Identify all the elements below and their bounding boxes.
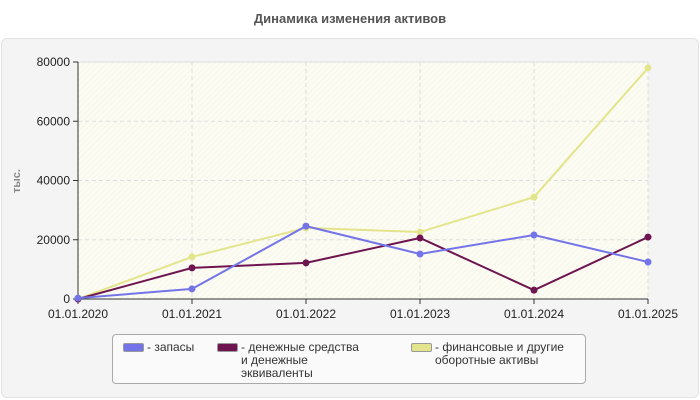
data-point [302,222,310,230]
data-point [302,259,310,267]
legend-swatch [217,343,238,352]
data-point [416,228,424,236]
x-tick-label: 01.01.2020 [48,307,108,321]
y-tick-label: 0 [63,292,70,306]
data-point [644,258,652,266]
y-tick-label: 60000 [37,114,71,128]
x-tick-label: 01.01.2022 [276,307,336,321]
x-tick-label: 01.01.2023 [390,307,450,321]
legend-item-financial: - финансовые и другие оборотные активы [411,341,576,367]
data-point [74,294,82,302]
data-point [188,285,196,293]
data-point [188,264,196,272]
legend-label: - запасы [147,340,195,354]
legend-swatch [411,343,432,352]
series-line [77,67,649,300]
y-tick-label: 40000 [37,174,71,188]
series-line [77,236,649,300]
chart-title: Динамика изменения активов [253,11,447,26]
data-point [530,286,538,294]
legend-label: - денежные средства и денежные эквивален… [241,340,359,380]
data-point [644,64,652,72]
data-point [188,253,196,261]
x-tick-label: 01.01.2021 [162,307,222,321]
x-tick-label: 01.01.2024 [504,307,564,321]
data-point [530,193,538,201]
data-point [416,250,424,258]
legend-swatch [123,343,144,352]
y-axis-label: тыс. [11,169,23,193]
legend-label: - финансовые и другие оборотные активы [435,340,564,367]
series-line [77,225,649,300]
y-tick-label: 20000 [37,233,71,247]
data-point [530,231,538,239]
legend: - запасы - денежные средства и денежные … [112,334,586,384]
x-tick-label: 01.01.2025 [618,307,678,321]
data-point [644,233,652,241]
legend-item-zapasy: - запасы [123,341,194,354]
y-tick-label: 80000 [37,55,71,69]
legend-item-cash: - денежные средства и денежные эквивален… [217,341,367,380]
data-point [416,234,424,242]
